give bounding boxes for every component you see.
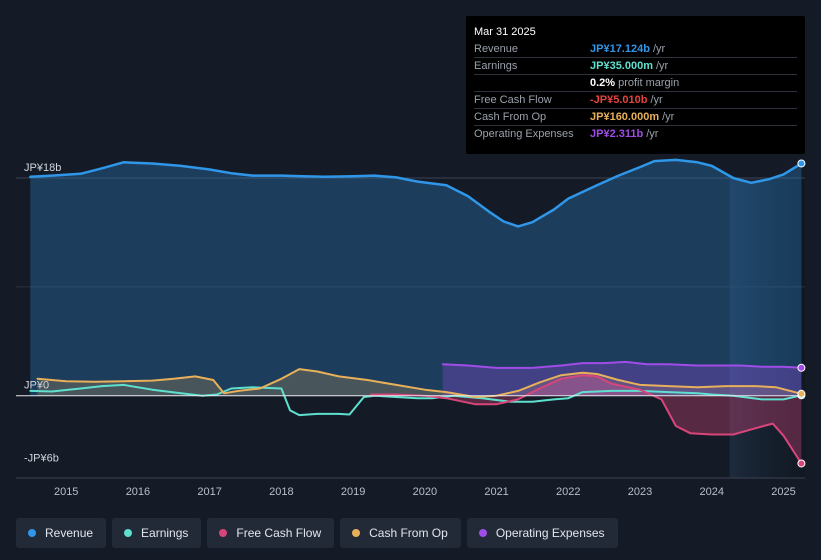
tooltip-unit: /yr	[656, 60, 669, 72]
tooltip-label: Cash From Op	[474, 111, 547, 123]
tooltip-unit: /yr	[650, 94, 663, 106]
tooltip-label: Revenue	[474, 43, 519, 55]
x-tick-label: 2019	[341, 486, 365, 498]
tooltip-unit: /yr	[646, 128, 659, 140]
x-tick-label: 2022	[556, 486, 580, 498]
legend-label: Earnings	[141, 526, 189, 540]
legend-dot-icon	[124, 529, 133, 537]
legend-item[interactable]: Revenue	[16, 518, 107, 548]
legend: Revenue Earnings Free Cash Flow Cash From O…	[16, 518, 618, 548]
x-tick-label: 2024	[700, 486, 724, 498]
x-tick-label: 2016	[126, 486, 150, 498]
x-tick-label: 2017	[197, 486, 221, 498]
legend-dot-icon	[28, 529, 36, 537]
tooltip-value: -JP¥5.010b	[590, 94, 648, 106]
legend-label: Cash From Op	[369, 526, 448, 540]
x-tick-label: 2021	[484, 486, 508, 498]
tooltip-value: JP¥35.000m	[590, 60, 653, 72]
x-tick-label: 2018	[269, 486, 293, 498]
fcf-endpoint	[797, 459, 806, 468]
cfo-line	[36, 368, 803, 398]
x-tick-label: 2020	[413, 486, 437, 498]
legend-item[interactable]: Free Cash Flow	[207, 518, 335, 548]
x-tick-label: 2015	[54, 486, 78, 498]
y-tick-label: JP¥0	[24, 380, 49, 392]
tooltip-row: Earnings JP¥35.000m/yr	[474, 57, 797, 74]
tooltip-row: Cash From Op JP¥160.000m/yr	[474, 108, 797, 125]
opex-endpoint	[797, 363, 806, 372]
revenue-line	[29, 158, 803, 228]
tooltip-label	[474, 75, 590, 91]
y-tick-label: JP¥18b	[24, 162, 61, 174]
tooltip-row: 0.2% profit margin	[474, 74, 797, 91]
tooltip-row: Revenue JP¥17.124b/yr	[474, 41, 797, 57]
tooltip-panel: Mar 31 2025 Revenue JP¥17.124b/yr Earnings…	[466, 16, 805, 154]
cfo-endpoint	[797, 389, 806, 398]
x-tick-label: 2023	[628, 486, 652, 498]
tooltip-row: Operating Expenses JP¥2.311b/yr	[474, 125, 797, 142]
legend-dot-icon	[352, 529, 361, 537]
tooltip-unit: /yr	[652, 43, 666, 55]
tooltip-value: JP¥2.311b	[590, 128, 644, 140]
revenue-endpoint	[797, 159, 806, 168]
legend-item[interactable]: Operating Expenses	[466, 518, 618, 548]
opex-line	[441, 360, 803, 369]
revenue-area	[30, 159, 802, 396]
forecast-region	[729, 178, 805, 478]
legend-label: Free Cash Flow	[236, 526, 322, 540]
legend-item[interactable]: Cash From Op	[340, 518, 461, 548]
tooltip-label: Operating Expenses	[474, 128, 574, 140]
tooltip-label: Earnings	[474, 60, 518, 72]
tooltip-label: Free Cash Flow	[474, 94, 552, 106]
tooltip-unit: profit margin	[618, 77, 680, 89]
tooltip-unit: /yr	[662, 111, 675, 123]
earnings-line	[29, 383, 803, 417]
legend-item[interactable]: Earnings	[112, 518, 202, 548]
fcf-line	[370, 374, 803, 465]
legend-dot-icon	[219, 529, 228, 537]
tooltip-value: JP¥160.000m	[590, 111, 660, 123]
tooltip-row: Free Cash Flow -JP¥5.010b/yr	[474, 91, 797, 108]
tooltip-date: Mar 31 2025	[474, 26, 536, 38]
legend-label: Revenue	[45, 526, 94, 540]
tooltip-value: 0.2%	[590, 77, 616, 89]
x-tick-label: 2025	[771, 486, 795, 498]
tooltip-value: JP¥17.124b	[590, 43, 650, 55]
y-tick-label: -JP¥6b	[24, 452, 59, 464]
legend-label: Operating Expenses	[495, 526, 605, 540]
legend-dot-icon	[478, 529, 487, 537]
